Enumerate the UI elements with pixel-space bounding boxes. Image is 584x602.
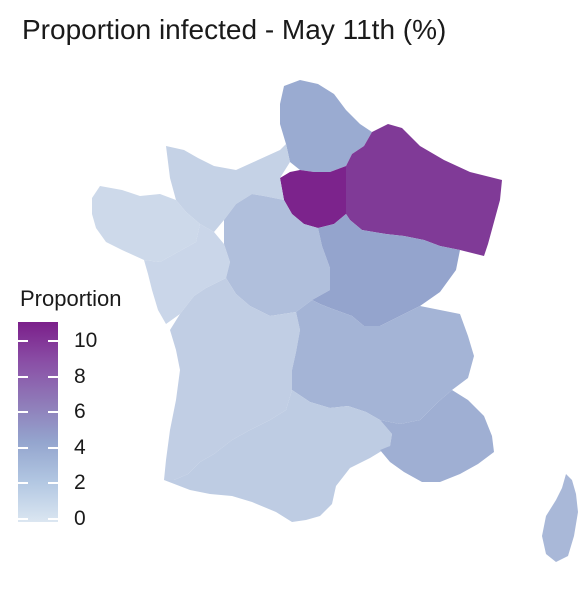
map-title: Proportion infected - May 11th (%): [22, 14, 447, 45]
region-occitanie: [164, 390, 392, 522]
legend-color-bar: [18, 322, 58, 522]
legend-tick-label: 2: [74, 471, 86, 495]
legend-tick-label: 0: [74, 507, 86, 530]
legend-tick-mark: [48, 340, 58, 342]
legend-tick-mark: [18, 446, 28, 449]
region-nouvelle-aquitaine: [164, 278, 300, 480]
region-normandie: [166, 144, 290, 232]
region-ile-de-france: [280, 166, 346, 228]
legend-tick-mark: [18, 411, 28, 414]
legend-tick-mark: [48, 446, 58, 449]
legend-tick-mark: [48, 375, 58, 378]
region-pays-de-la-loire: [144, 224, 230, 324]
legend-tick-label: 8: [74, 364, 86, 388]
region-hauts-de-france: [280, 80, 372, 172]
legend-tick-mark: [48, 411, 58, 414]
legend-tick-mark: [18, 518, 28, 520]
legend-tick-mark: [18, 482, 28, 485]
legend-tick-mark: [48, 518, 58, 520]
region-grand-est: [346, 124, 502, 256]
legend-tick-label: 10: [74, 329, 98, 352]
region-centre-val-de-loire: [224, 194, 330, 316]
legend-tick-mark: [18, 340, 28, 342]
legend-tick-label: 4: [74, 435, 86, 459]
legend-title: Proportion: [20, 286, 122, 311]
region-auvergne-rhone-alpes: [292, 300, 474, 424]
region-provence-alpes-cote-dazur: [380, 390, 494, 482]
legend-tick-mark: [48, 482, 58, 485]
region-bretagne: [92, 186, 200, 262]
region-bourgogne-franche-comte: [312, 214, 460, 326]
legend-tick-label: 6: [74, 400, 86, 424]
legend-tick-mark: [18, 375, 28, 378]
region-corse: [542, 474, 578, 562]
